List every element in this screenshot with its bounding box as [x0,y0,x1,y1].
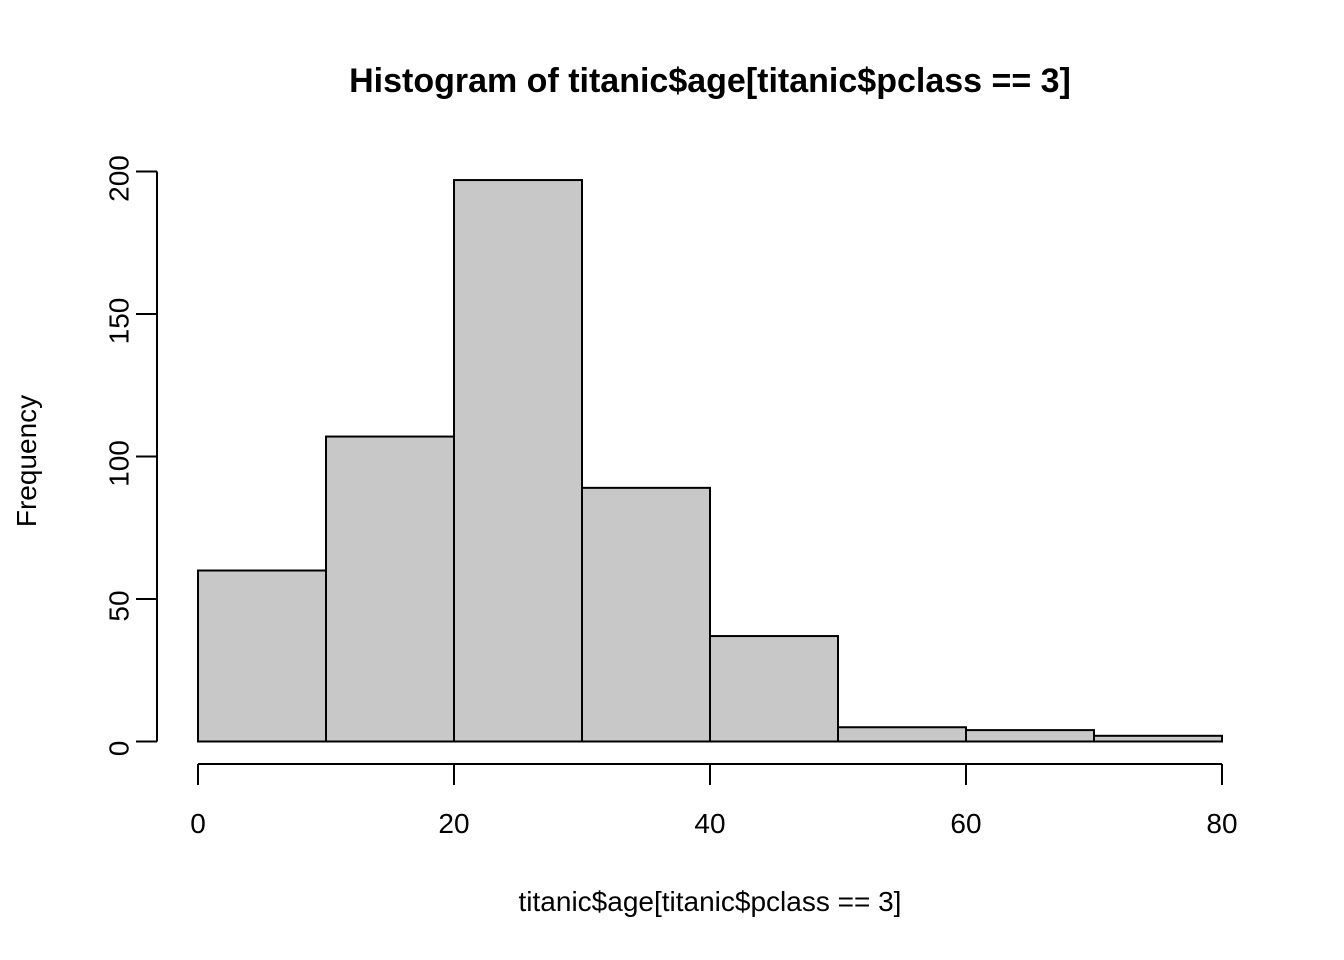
chart-title: Histogram of titanic$age[titanic$pclass … [349,62,1071,100]
x-axis-label: titanic$age[titanic$pclass == 3] [519,886,902,917]
y-tick-label: 0 [104,741,135,757]
histogram-bar-30-40 [581,486,711,743]
bars-group [197,179,1223,743]
x-tick-label: 20 [438,808,469,839]
y-tick-label: 150 [104,298,135,345]
histogram-bar-60-70 [965,729,1095,743]
x-tick-label: 80 [1206,808,1237,839]
y-tick-label: 100 [104,440,135,487]
y-axis: 0 50 100 150 200 [104,155,158,756]
x-tick-label: 60 [950,808,981,839]
histogram-bar-40-50 [709,635,839,743]
x-tick-label: 40 [694,808,725,839]
histogram-bar-0-10 [197,569,327,743]
histogram-bar-10-20 [325,435,455,743]
x-tick-label: 0 [190,808,206,839]
y-tick-label: 50 [104,590,135,621]
histogram-bar-50-60 [837,726,967,743]
x-axis: 0 20 40 60 80 [190,763,1238,839]
histogram-bar-20-30 [453,179,583,743]
y-axis-label: Frequency [11,395,42,527]
y-tick-label: 200 [104,155,135,202]
histogram-bar-70-80 [1093,734,1223,743]
